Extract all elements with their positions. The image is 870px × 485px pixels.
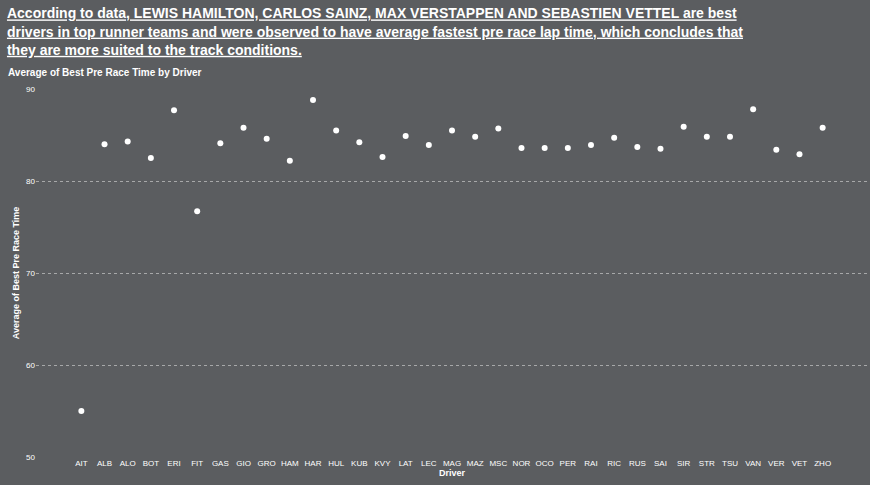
svg-text:HAR: HAR [305, 459, 322, 468]
svg-text:TSU: TSU [722, 459, 738, 468]
svg-text:HUL: HUL [328, 459, 345, 468]
svg-text:GRO: GRO [258, 459, 276, 468]
svg-text:ZHO: ZHO [814, 459, 831, 468]
svg-text:ALO: ALO [120, 459, 136, 468]
svg-text:NOR: NOR [513, 459, 531, 468]
svg-text:LEC: LEC [421, 459, 437, 468]
svg-text:VAN: VAN [745, 459, 761, 468]
svg-text:ERI: ERI [167, 459, 180, 468]
svg-text:KVY: KVY [374, 459, 391, 468]
svg-text:MSC: MSC [489, 459, 507, 468]
svg-text:STR: STR [699, 459, 715, 468]
svg-text:KUB: KUB [351, 459, 367, 468]
svg-text:VET: VET [792, 459, 808, 468]
svg-text:70: 70 [26, 269, 35, 278]
svg-text:80: 80 [26, 177, 35, 186]
svg-text:60: 60 [26, 361, 35, 370]
svg-text:SIR: SIR [677, 459, 691, 468]
svg-text:ALB: ALB [97, 459, 112, 468]
svg-text:VER: VER [768, 459, 785, 468]
svg-text:Average of Best Pre Race Time: Average of Best Pre Race Time [11, 207, 21, 340]
svg-text:OCO: OCO [536, 459, 554, 468]
svg-text:RUS: RUS [629, 459, 646, 468]
svg-text:50: 50 [26, 453, 35, 462]
svg-text:RIC: RIC [607, 459, 621, 468]
svg-text:According to data, LEWIS HAMIL: According to data, LEWIS HAMILTON, CARLO… [7, 5, 743, 57]
svg-text:GAS: GAS [212, 459, 229, 468]
svg-text:SAI: SAI [654, 459, 667, 468]
svg-text:BOT: BOT [143, 459, 160, 468]
svg-text:MAG: MAG [443, 459, 461, 468]
svg-text:PER: PER [560, 459, 577, 468]
svg-text:HAM: HAM [281, 459, 299, 468]
svg-text:LAT: LAT [399, 459, 413, 468]
svg-text:Driver: Driver [439, 468, 466, 478]
svg-text:AIT: AIT [75, 459, 88, 468]
svg-text:RAI: RAI [584, 459, 597, 468]
svg-text:MAZ: MAZ [467, 459, 484, 468]
svg-text:GIO: GIO [236, 459, 251, 468]
svg-text:90: 90 [26, 85, 35, 94]
svg-text:FIT: FIT [191, 459, 203, 468]
svg-text:Average of Best Pre Race Time: Average of Best Pre Race Time by Driver [8, 67, 202, 78]
